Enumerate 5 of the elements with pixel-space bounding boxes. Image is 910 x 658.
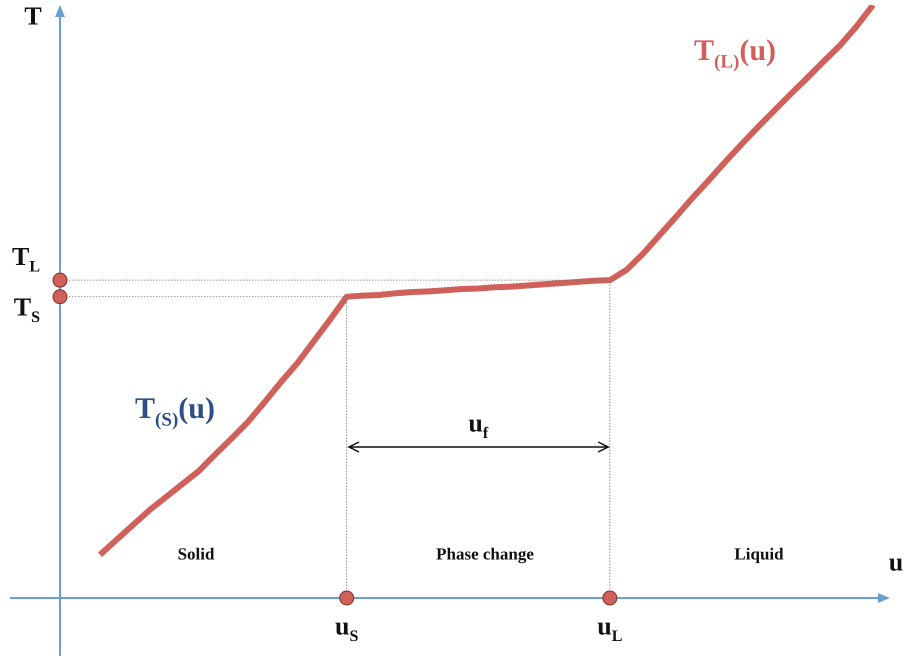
y-axis-title: T xyxy=(24,2,42,31)
annotation: Phase change xyxy=(436,544,534,564)
annotation: Liquid xyxy=(734,544,784,564)
annotation: Solid xyxy=(178,544,215,564)
x-axis-title: u xyxy=(888,548,904,577)
